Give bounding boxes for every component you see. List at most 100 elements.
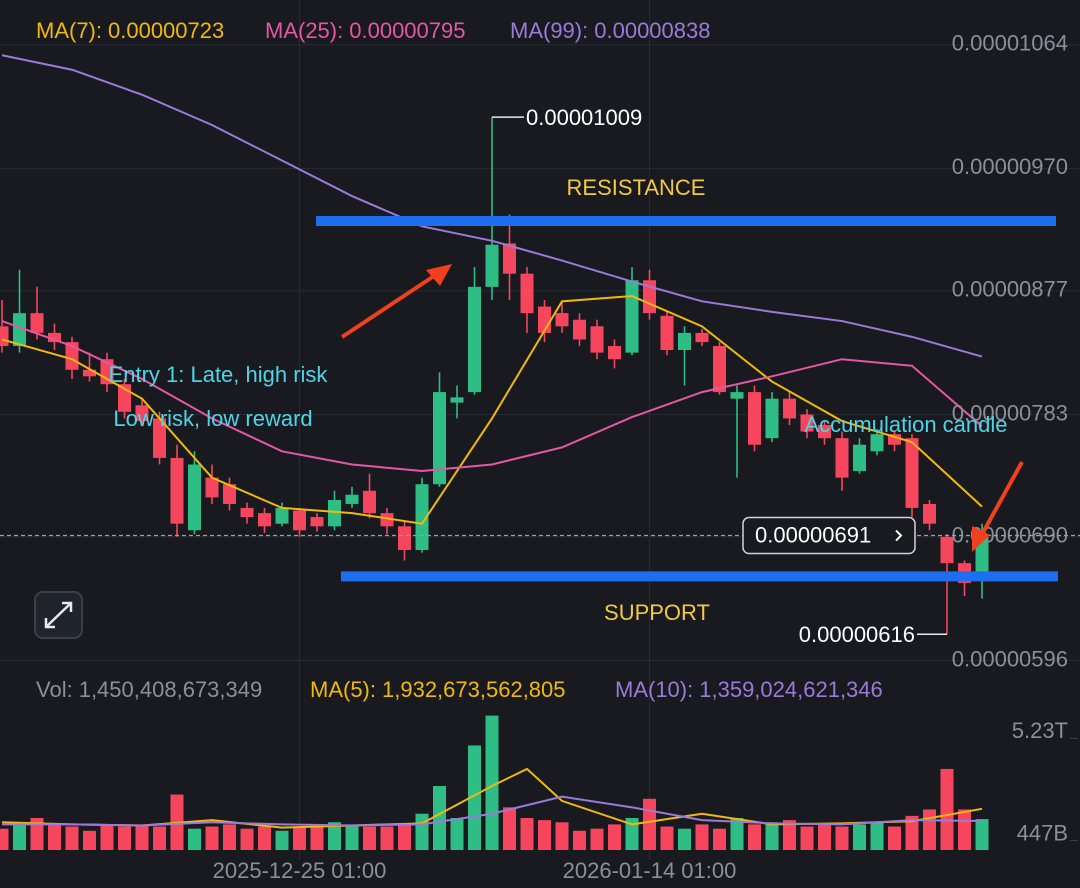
candle-body [153, 418, 166, 458]
volume-bar [608, 824, 621, 850]
candle-body [660, 315, 674, 350]
volume-bar [678, 828, 691, 850]
volume-bar [100, 824, 114, 850]
candle-body [923, 503, 936, 524]
candle-body [135, 405, 149, 422]
x-tick-label: 2026-01-14 01:00 [563, 858, 737, 883]
expand-button[interactable] [34, 591, 83, 639]
legend-value: 0.00000838 [594, 18, 710, 43]
candle-body [835, 438, 849, 478]
candle-body [730, 392, 744, 399]
volume-bar [30, 817, 44, 850]
candle-body [503, 243, 516, 274]
candle-body [0, 326, 9, 347]
candle-body [608, 346, 621, 360]
volume-bar [415, 813, 429, 850]
legend-value: 0.00000723 [108, 18, 224, 43]
volume-bar [975, 819, 989, 850]
level-label: SUPPORT [604, 600, 710, 625]
volume-bar [958, 809, 971, 850]
y-tick-label: 0.00000596 [952, 646, 1068, 671]
volume-bar [153, 826, 166, 850]
candle-body [695, 332, 709, 343]
candle-body [905, 438, 919, 508]
level-label: RESISTANCE [567, 175, 706, 200]
volume-bar [205, 826, 219, 850]
candle-body [520, 273, 534, 314]
legend-name: Vol: [36, 677, 73, 702]
candle-body [398, 526, 411, 550]
volume-bar [905, 815, 919, 850]
expand-icon[interactable] [44, 601, 73, 629]
volume-bar [870, 822, 884, 850]
y-tick-label: 0.00000783 [952, 400, 1068, 425]
volume-bar [485, 715, 499, 850]
volume-bar [450, 817, 464, 850]
legend-entry: Vol: 1,450,408,673,349 [36, 677, 262, 702]
volume-bar [660, 826, 674, 850]
volume-bar [433, 785, 446, 850]
legend-value: 1,359,024,621,346 [699, 677, 883, 702]
candle-body [83, 369, 96, 377]
volume-bar [800, 826, 814, 850]
candle-body [800, 414, 814, 432]
y-tick-label: 0.00000877 [952, 277, 1068, 302]
y-tick-label: 0.00001064 [952, 31, 1068, 56]
volume-bar [328, 822, 341, 850]
volume-bar [188, 828, 201, 850]
candle-body [590, 326, 604, 353]
y-tick-label: 0.00000970 [952, 154, 1068, 179]
candle-body [783, 398, 796, 419]
volume-bar [83, 830, 96, 850]
volume-bar [275, 830, 289, 850]
volume-bar [118, 826, 131, 850]
candle-body [748, 392, 761, 445]
ma-line [1, 295, 983, 525]
legend-entry: MA(10): 1,359,024,621,346 [615, 677, 883, 702]
volume-bar [555, 822, 569, 850]
volume-bar [0, 828, 9, 850]
volume-bar [258, 826, 271, 850]
price-chevron [895, 529, 903, 542]
volume-bar [695, 824, 709, 850]
arrow-entry [340, 264, 452, 339]
volume-bar [573, 830, 586, 850]
candle-body [485, 244, 499, 287]
volume-bar [398, 824, 411, 850]
grid [0, 0, 1080, 860]
legend-entry: MA(99): 0.00000838 [510, 18, 710, 43]
low-label: 0.00000616 [799, 622, 915, 647]
legend-name: MA(10): [615, 677, 693, 702]
marks [0, 54, 989, 850]
legend-entry: MA(5): 1,932,673,562,805 [310, 677, 566, 702]
volume-bar [135, 824, 149, 850]
candle-body [870, 434, 884, 452]
volume-bar [310, 824, 324, 850]
candle-body [678, 332, 691, 350]
candle-body [240, 507, 254, 518]
volume-bar [625, 817, 639, 850]
candle-body [573, 319, 586, 340]
annotation: Accumulation candle [804, 412, 1007, 437]
volume-bar [13, 822, 26, 850]
volume-bar [940, 768, 954, 850]
arrow-line [340, 270, 442, 339]
volume-bar [240, 828, 254, 850]
legend-entry: MA(25): 0.00000795 [265, 18, 465, 43]
volume-bar [293, 826, 306, 850]
candle-body [853, 444, 866, 472]
legend-name: MA(99): [510, 18, 588, 43]
candle-body [940, 536, 954, 564]
volume-bar [520, 817, 534, 850]
candle-body [223, 484, 236, 504]
volume-ma-line [2, 795, 983, 827]
volume-bar [923, 809, 936, 850]
candle-body [170, 457, 184, 524]
candle-body [625, 280, 639, 353]
ma-line [1, 320, 983, 473]
volume-bar [468, 745, 481, 850]
arrow-accumulation [972, 461, 1024, 552]
volume-bar [818, 824, 831, 850]
